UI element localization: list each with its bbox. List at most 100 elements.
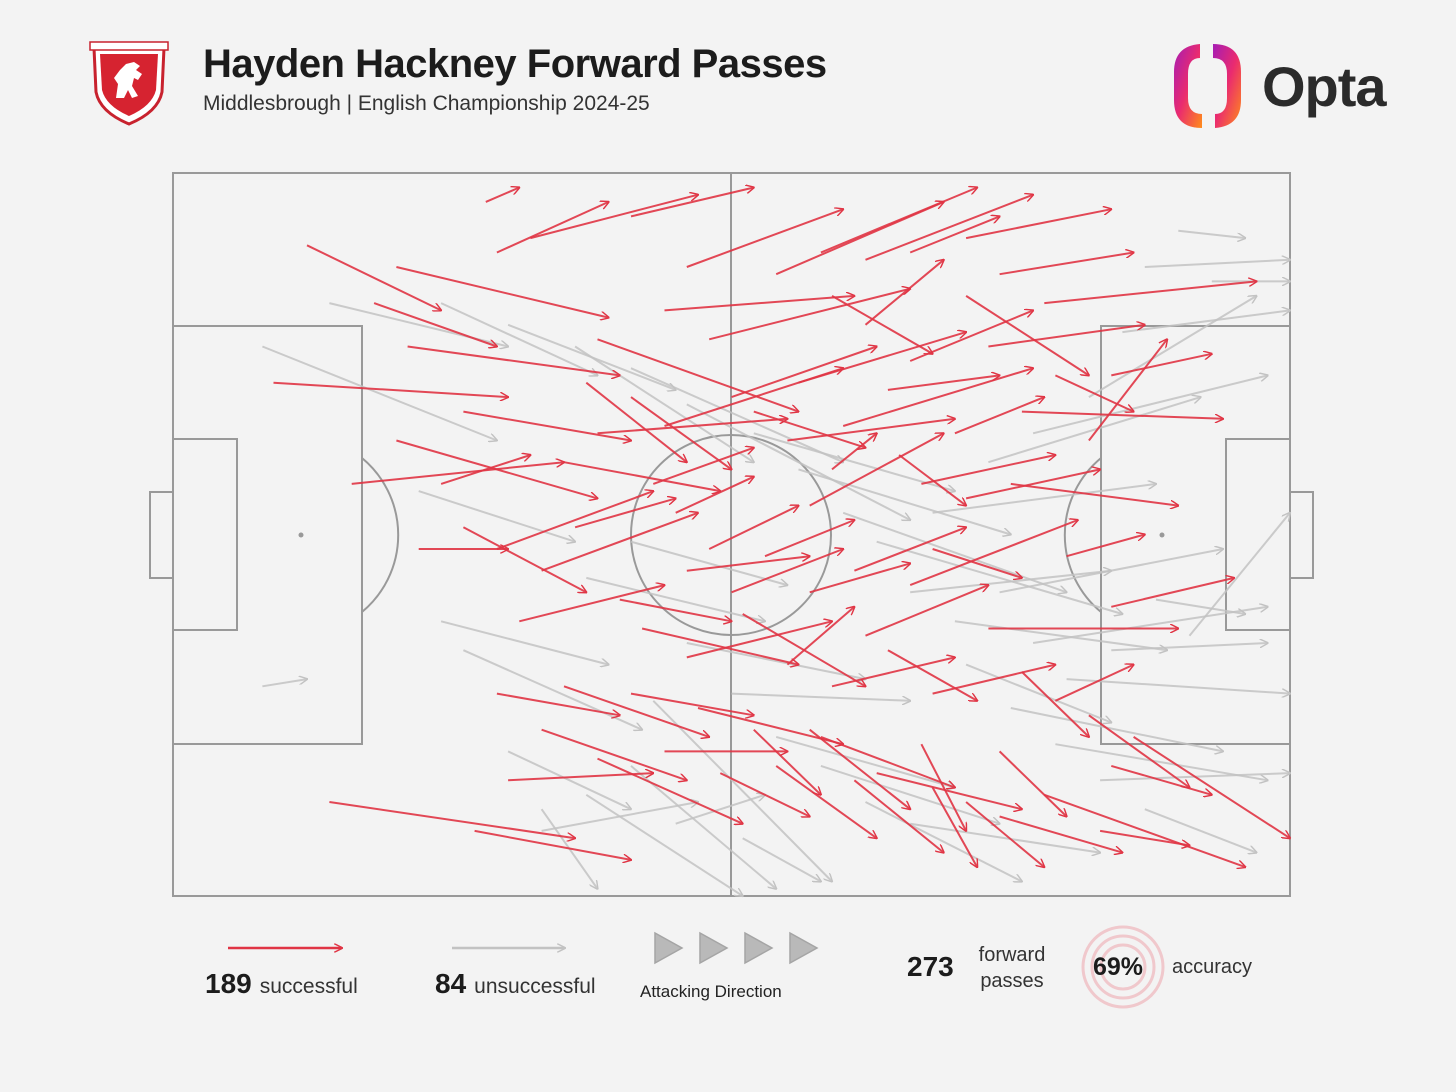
unsuccessful-pass-arrow [1155, 598, 1245, 614]
successful-pass-arrow [474, 829, 631, 860]
successful-pass-arrow [787, 419, 955, 442]
successful-pass-arrow [373, 302, 497, 346]
opta-wordmark: Opta [1262, 55, 1387, 118]
successful-pass-arrow [664, 296, 855, 312]
successful-pass-arrow [853, 779, 943, 852]
successful-passes [273, 188, 1291, 868]
successful-pass-arrow [864, 260, 944, 326]
successful-pass-arrow [820, 188, 977, 254]
unsuccessful-pass-arrow [1032, 375, 1268, 435]
legend-successful: 189 successful [205, 968, 358, 1000]
successful-pass-arrow [1111, 764, 1212, 795]
successful-pass-arrow [876, 772, 1022, 809]
successful-pass-arrow [1088, 339, 1167, 442]
successful-pass-arrow [1111, 578, 1234, 608]
successful-pass-arrow [585, 381, 687, 463]
successful-pass-arrow [998, 750, 1067, 816]
successful-pass-arrow [1111, 354, 1212, 377]
successful-label: successful [259, 975, 358, 998]
successful-pass-arrow [485, 188, 520, 203]
successful-pass-arrow [1088, 714, 1190, 787]
unsuccessful-pass-arrow [1188, 513, 1291, 637]
successful-pass-arrow [329, 801, 575, 838]
unsuccessful-pass-arrow [1144, 808, 1257, 852]
successful-pass-arrow [1043, 793, 1245, 867]
successful-pass-arrow [831, 433, 877, 471]
successful-pass-arrow [496, 692, 620, 716]
successful-pass-arrow [686, 556, 810, 572]
unsuccessful-pass-arrow [440, 620, 608, 664]
direction-triangle-icon [699, 931, 729, 965]
successful-pass-arrow [831, 295, 933, 354]
successful-pass-arrow [1054, 374, 1133, 411]
unsuccessful-pass-arrow [686, 642, 866, 679]
unsuccessful-pass-arrow [954, 620, 1167, 650]
unsuccessful-pass-arrow [865, 801, 1022, 882]
successful-pass-arrow [563, 461, 720, 491]
successful-pass-arrow [630, 396, 732, 469]
successful-pass-arrow [273, 381, 509, 397]
successful-pass-arrow [462, 526, 586, 592]
unsuccessful-pass-arrow [507, 750, 631, 809]
unsuccessful-pass-arrow [775, 735, 955, 788]
successful-pass-arrow [1054, 665, 1133, 702]
successful-pass-arrow [865, 585, 989, 637]
successful-pass-arrow [697, 707, 843, 744]
unsuccessful-pass-arrow [753, 432, 955, 491]
successful-pass-arrow [731, 347, 877, 399]
successful-pass-arrow [1066, 535, 1145, 558]
unsuccessful-pass-arrow [1010, 707, 1223, 751]
successful-pass-arrow [909, 520, 1078, 587]
successful-pass-arrow [1021, 410, 1223, 419]
successful-pass-arrow [530, 195, 698, 240]
successful-pass-arrow [597, 419, 788, 435]
successful-pass-arrow [954, 397, 1044, 435]
unsuccessful-pass-arrow [731, 692, 911, 701]
forward-passes-count: 273 [907, 951, 954, 982]
unsuccessful-count: 84 [435, 968, 467, 999]
unsuccessful-pass-arrow [1178, 229, 1245, 238]
successful-pass-arrow [496, 491, 653, 550]
successful-pass-arrow [854, 527, 966, 572]
successful-pass-arrow [1133, 736, 1290, 838]
successful-pass-arrow [820, 735, 955, 788]
legend-unsuccessful: 84 unsuccessful [435, 968, 596, 1000]
forward-passes-label-line1: forward [978, 944, 1046, 966]
unsuccessful-pass-arrow [932, 484, 1156, 514]
unsuccessful-pass-arrow [988, 397, 1200, 464]
successful-pass-arrow [965, 295, 1089, 376]
successful-pass-arrow [999, 815, 1123, 853]
successful-pass-arrow [965, 469, 1100, 500]
successful-pass-arrow [831, 657, 955, 688]
successful-pass-arrow [809, 563, 911, 594]
successful-pass-arrow [1099, 829, 1189, 846]
successful-pass-arrow [630, 188, 754, 218]
accuracy-ring-icon [1081, 925, 1165, 1009]
successful-pass-arrow [463, 410, 631, 441]
successful-pass-arrow [641, 627, 798, 665]
unsuccessful-pass-arrow [675, 795, 765, 825]
unsuccessful-pass-arrow [418, 490, 575, 542]
unsuccessful-pass-arrow [630, 367, 843, 462]
unsuccessful-pass-arrow [910, 571, 1111, 594]
successful-pass-arrow [764, 520, 854, 558]
successful-pass-arrow [563, 685, 709, 737]
unsuccessful-pass-arrow [541, 802, 698, 832]
direction-triangle-icon [789, 931, 819, 965]
successful-pass-arrow [909, 216, 999, 254]
unsuccessful-pass-arrow [262, 679, 307, 688]
successful-pass-arrow [809, 433, 944, 507]
unsuccessful-pass-arrow [262, 345, 497, 441]
middlesbrough-crest-icon [89, 41, 169, 126]
successful-pass-arrow [921, 455, 1055, 485]
successful-pass-arrow [541, 728, 687, 781]
accuracy-label: accuracy [1172, 956, 1253, 978]
successful-pass-arrow [619, 598, 732, 622]
successful-pass-arrow [597, 757, 743, 824]
successful-pass-arrow [675, 477, 754, 514]
unsuccessful-pass-arrow [630, 765, 776, 889]
successful-pass-arrow [775, 765, 877, 838]
unsuccessful-pass-arrow [999, 549, 1223, 594]
successful-pass-arrow [920, 743, 966, 831]
